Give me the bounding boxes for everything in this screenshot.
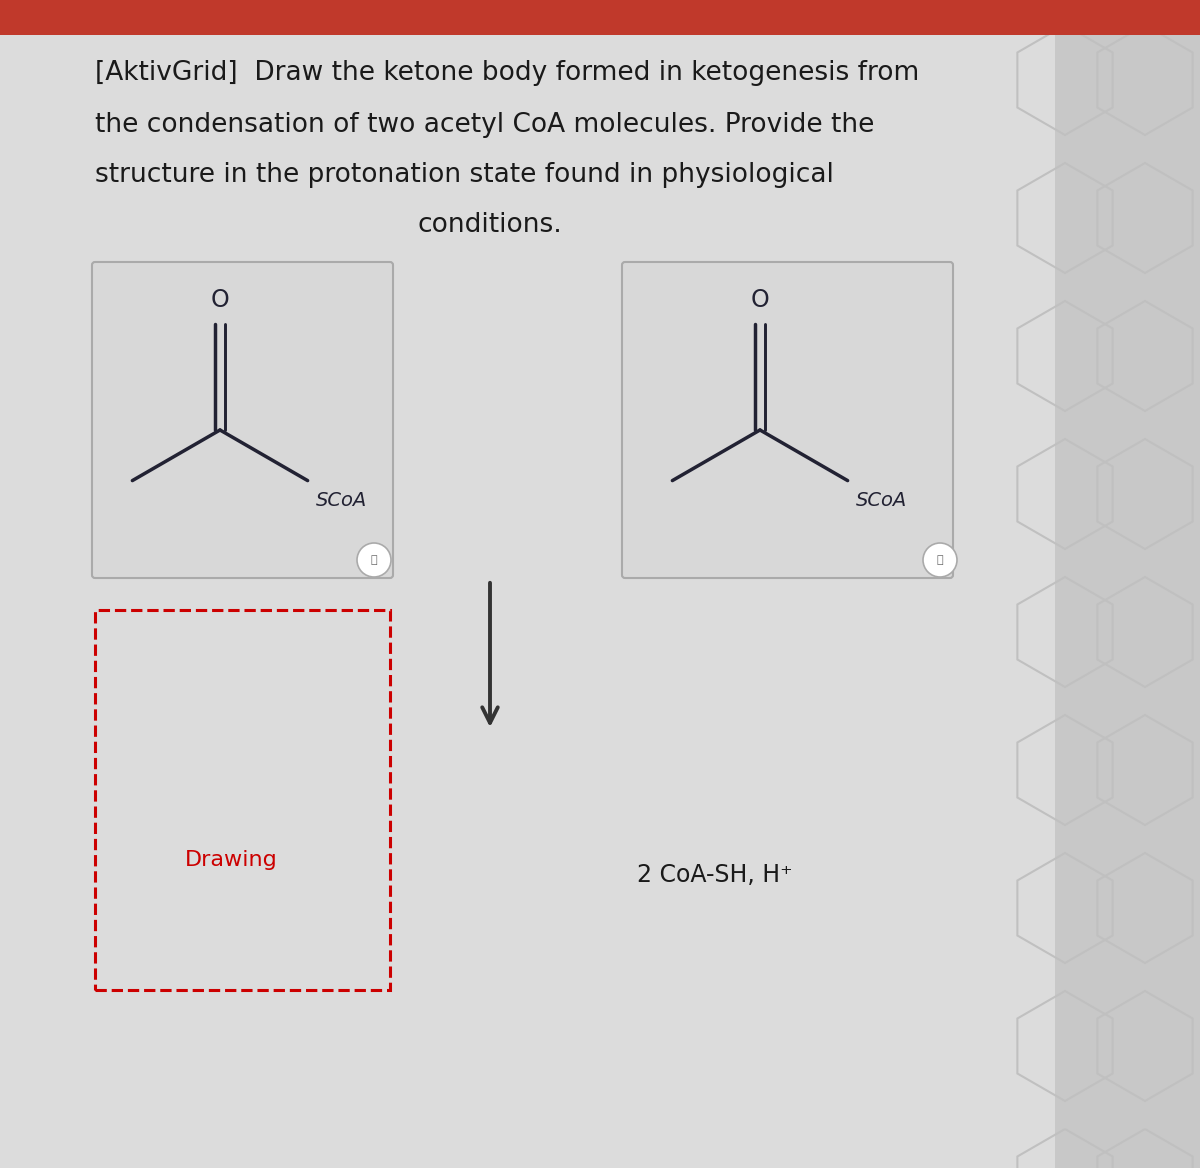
- Text: conditions.: conditions.: [418, 213, 563, 238]
- Bar: [1055, 0, 1200, 1168]
- Text: structure in the protonation state found in physiological: structure in the protonation state found…: [95, 162, 834, 188]
- Text: O: O: [751, 287, 769, 312]
- FancyBboxPatch shape: [92, 262, 394, 578]
- Text: SCoA: SCoA: [856, 491, 907, 509]
- Circle shape: [923, 543, 958, 577]
- Text: the condensation of two acetyl CoA molecules. Provide the: the condensation of two acetyl CoA molec…: [95, 112, 875, 138]
- Text: 2 CoA-SH, H⁺: 2 CoA-SH, H⁺: [637, 863, 793, 887]
- Text: Drawing: Drawing: [185, 850, 277, 870]
- Text: 🔍: 🔍: [371, 555, 377, 565]
- Text: SCoA: SCoA: [316, 491, 367, 509]
- Text: 🔍: 🔍: [937, 555, 943, 565]
- Bar: [95, 610, 390, 990]
- Text: [AktivGrid]  Draw the ketone body formed in ketogenesis from: [AktivGrid] Draw the ketone body formed …: [95, 60, 919, 86]
- Text: O: O: [211, 287, 229, 312]
- FancyBboxPatch shape: [622, 262, 953, 578]
- Bar: [0, 0, 1200, 35]
- Circle shape: [358, 543, 391, 577]
